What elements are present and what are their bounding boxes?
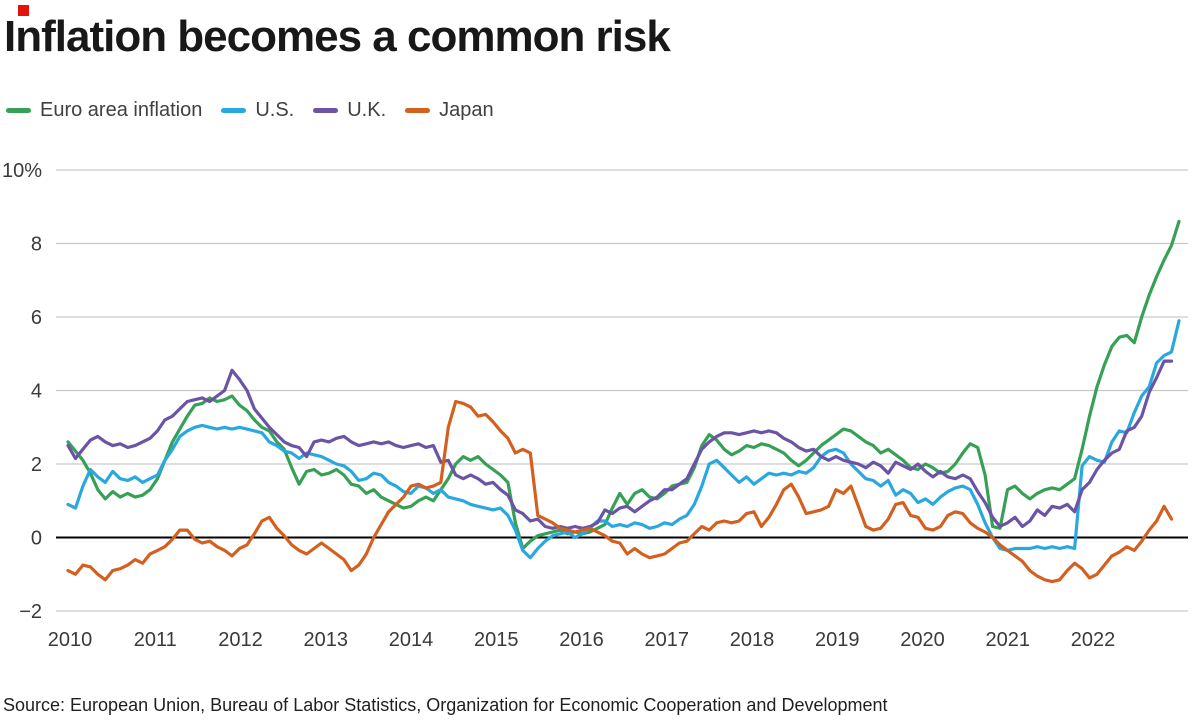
legend-swatch-u-s bbox=[221, 108, 247, 113]
x-tick-label: 2022 bbox=[1071, 629, 1116, 651]
x-tick-label: 2014 bbox=[389, 629, 434, 651]
chart-title: Inflation becomes a common risk bbox=[4, 12, 671, 61]
legend-label: Euro area inflation bbox=[40, 99, 203, 121]
y-tick-label: 2 bbox=[31, 454, 42, 476]
series-line-u-k bbox=[66, 359, 1174, 530]
x-tick-label: 2020 bbox=[900, 629, 945, 651]
legend-swatch-u-k bbox=[313, 108, 339, 113]
y-tick-label: 0 bbox=[31, 528, 42, 550]
legend-item-u-s: U.S. bbox=[221, 99, 294, 122]
y-tick-label: 10% bbox=[2, 160, 42, 182]
legend-label: U.K. bbox=[347, 99, 387, 121]
legend-label: Japan bbox=[439, 99, 494, 121]
brand-logo-square bbox=[18, 5, 29, 16]
x-tick-label: 2018 bbox=[730, 629, 775, 651]
y-tick-label: 4 bbox=[31, 381, 42, 403]
x-tick-label: 2017 bbox=[645, 629, 690, 651]
x-tick-label: 2010 bbox=[48, 629, 93, 651]
y-tick-label: 8 bbox=[31, 234, 42, 256]
source-attribution: Source: European Union, Bureau of Labor … bbox=[3, 695, 888, 715]
legend-item-euro-area-inflation: Euro area inflation bbox=[6, 99, 202, 122]
y-tick-label: 6 bbox=[31, 307, 42, 329]
series-line-japan bbox=[66, 399, 1174, 584]
y-tick-label: −2 bbox=[19, 601, 42, 623]
legend-item-u-k: U.K. bbox=[313, 99, 386, 122]
series-line-u-s bbox=[66, 319, 1181, 560]
x-tick-label: 2015 bbox=[474, 629, 519, 651]
series-line-euro-area-inflation bbox=[66, 219, 1181, 551]
chart-legend: Euro area inflation U.S. U.K. Japan bbox=[6, 99, 494, 122]
x-tick-label: 2012 bbox=[218, 629, 263, 651]
legend-label: U.S. bbox=[255, 99, 295, 121]
x-tick-label: 2021 bbox=[986, 629, 1031, 651]
x-tick-label: 2011 bbox=[134, 629, 177, 651]
legend-swatch-euro-area-inflation bbox=[6, 108, 31, 113]
inflation-line-chart: 10% 8 6 4 2 0 −2 2010 2011 2012 2013 2014 2015 2016 20… bbox=[2, 160, 1188, 651]
x-tick-label: 2016 bbox=[559, 629, 604, 651]
legend-item-japan: Japan bbox=[405, 99, 494, 122]
x-tick-label: 2019 bbox=[815, 629, 860, 651]
legend-swatch-japan bbox=[405, 108, 431, 113]
x-tick-label: 2013 bbox=[304, 629, 349, 651]
